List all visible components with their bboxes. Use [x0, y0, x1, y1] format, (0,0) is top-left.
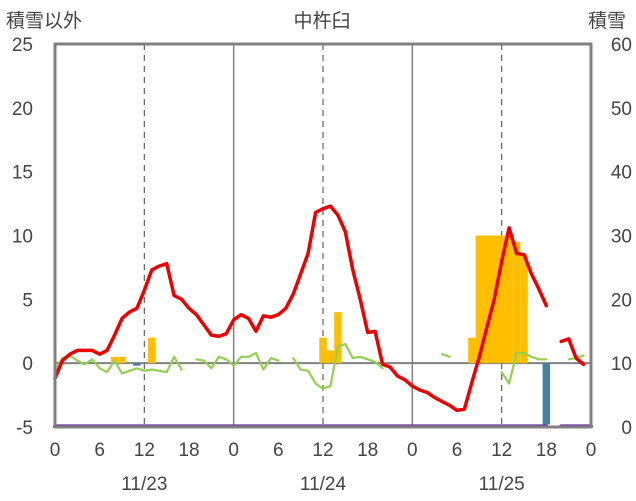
snow-bar [483, 235, 491, 364]
chart-title: 中杵臼 [293, 10, 350, 32]
x-tick-label: 0 [407, 440, 418, 461]
snow-bar [334, 312, 342, 364]
x-tick-label: 0 [586, 440, 597, 461]
x-tick-label: 12 [312, 440, 333, 461]
temperature-line [559, 337, 586, 367]
right-y-tick-label: 30 [611, 227, 632, 248]
date-label: 11/25 [479, 474, 525, 495]
date-label: 11/23 [121, 474, 167, 495]
x-tick-label: 18 [178, 440, 199, 461]
right-axis-label: 積雪 [588, 10, 626, 32]
right-y-tick-label: 10 [611, 354, 632, 375]
snow-bar [542, 363, 551, 425]
x-tick-label: 6 [94, 440, 105, 461]
snow-bar [133, 363, 141, 366]
green-series-line [500, 351, 548, 385]
snow-bar [118, 356, 126, 364]
right-y-tick-label: 60 [611, 35, 632, 56]
snow-bar [497, 235, 506, 364]
x-tick-label: 0 [228, 440, 239, 461]
left-y-tick-label: 0 [22, 354, 33, 375]
right-y-tick-label: 20 [611, 290, 632, 311]
left-y-tick-label: -5 [16, 418, 33, 439]
snow-bar [520, 254, 528, 364]
snow-bar [512, 241, 521, 364]
x-tick-label: 12 [491, 440, 512, 461]
x-tick-label: 0 [50, 440, 61, 461]
right-y-tick-label: 50 [611, 99, 632, 120]
right-y-tick-label: 0 [621, 418, 632, 439]
left-axis-label: 積雪以外 [6, 10, 82, 32]
snow-bar [505, 235, 513, 364]
x-tick-label: 12 [134, 440, 155, 461]
snow-bar [319, 337, 327, 364]
date-label: 11/24 [300, 474, 347, 495]
left-y-tick-label: 15 [12, 163, 33, 184]
x-tick-label: 6 [273, 440, 284, 461]
snow-bar [468, 337, 476, 364]
green-series-line [195, 351, 280, 371]
right-y-tick-label: 40 [611, 163, 632, 184]
bar-series [110, 235, 551, 425]
x-tick-label: 18 [357, 440, 378, 461]
temperature-line [53, 204, 549, 413]
x-tick-label: 18 [536, 440, 557, 461]
snow-bar [148, 337, 156, 364]
green-series-line [292, 342, 384, 390]
left-y-tick-label: 10 [12, 227, 33, 248]
left-y-tick-label: 25 [12, 35, 33, 56]
green-series-line [441, 353, 451, 358]
green-series-line [53, 354, 183, 375]
snow-bar [475, 235, 484, 364]
left-y-tick-label: 5 [22, 290, 33, 311]
left-y-tick-label: 20 [12, 99, 33, 120]
snow-bar [326, 350, 335, 364]
x-tick-label: 6 [452, 440, 463, 461]
plot-frame [53, 42, 593, 429]
